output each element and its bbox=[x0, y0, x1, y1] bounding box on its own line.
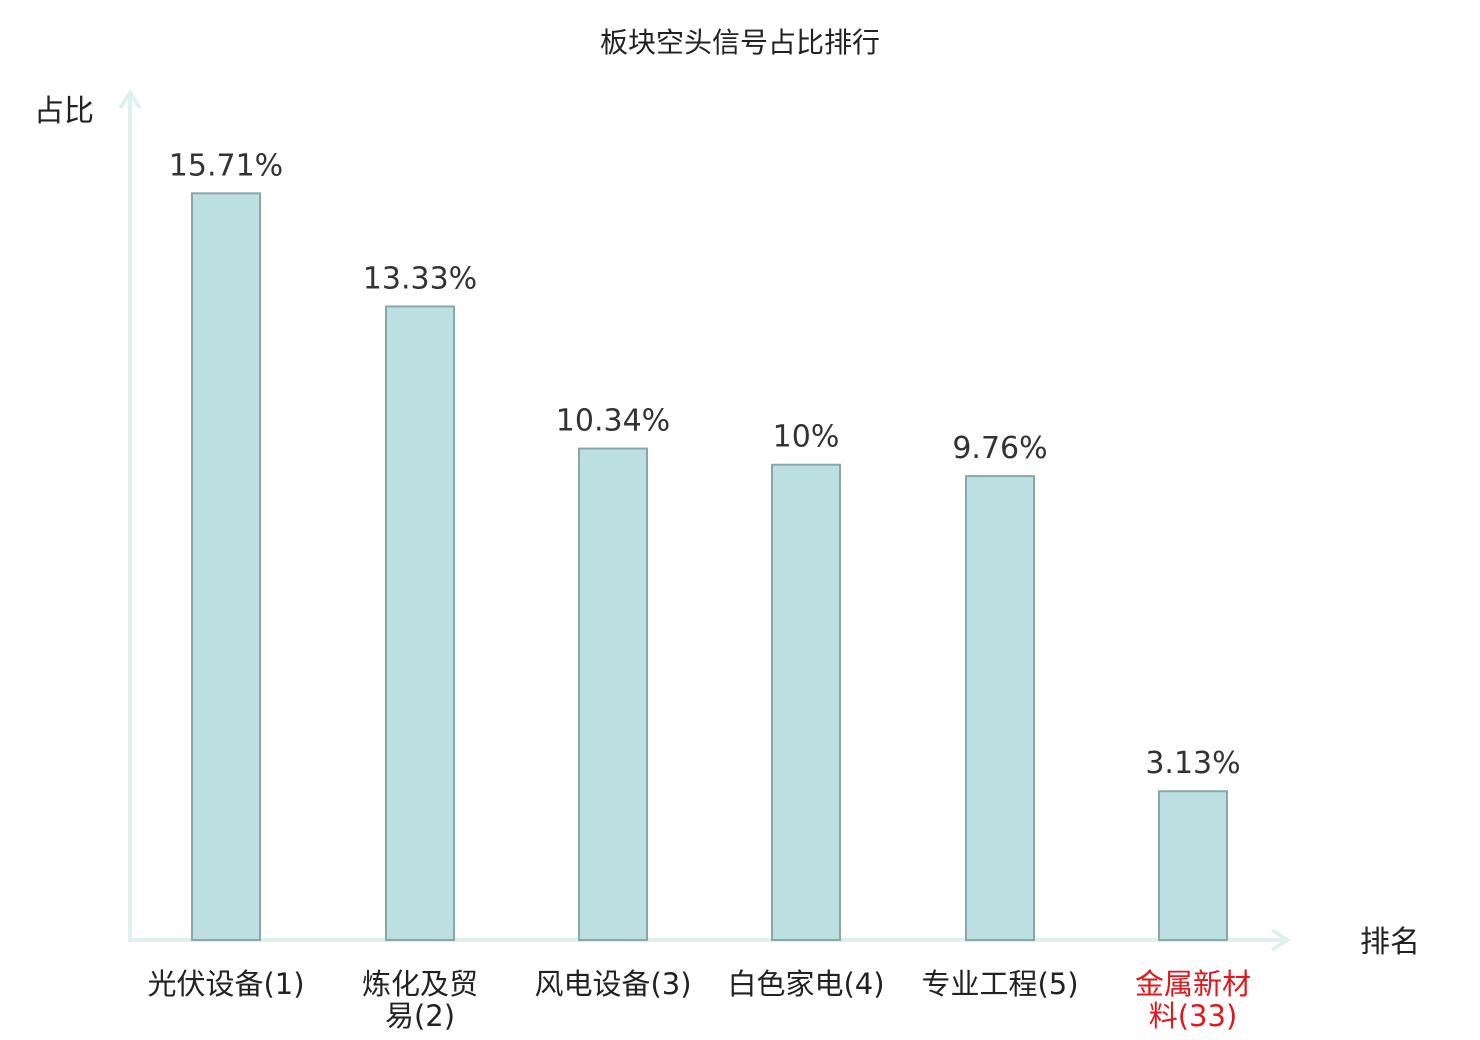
value-label-2: 13.33% bbox=[363, 261, 477, 296]
category-label-3: 风电设备(3) bbox=[534, 967, 691, 1001]
bar-5 bbox=[965, 475, 1035, 941]
value-label-6: 3.13% bbox=[1145, 746, 1240, 781]
x-axis-arrow bbox=[1270, 928, 1291, 952]
value-label-1: 15.71% bbox=[169, 148, 283, 183]
value-label-5: 9.76% bbox=[952, 431, 1047, 466]
bar-6 bbox=[1158, 790, 1228, 941]
category-label-5: 专业工程(5) bbox=[921, 967, 1078, 1001]
bar-3 bbox=[578, 447, 648, 941]
y-axis-arrow bbox=[118, 89, 142, 110]
x-axis-label: 排名 bbox=[1360, 925, 1420, 960]
chart-title: 板块空头信号占比排行 bbox=[600, 26, 880, 59]
bars-group bbox=[191, 192, 1228, 942]
category-labels-group: 光伏设备(1) 炼化及贸易(2) 风电设备(3) 白色家电(4) 专业工程(5) 金属新材… bbox=[147, 967, 1251, 1033]
bar-4 bbox=[771, 463, 841, 941]
value-labels-group: 15.71% 13.33% 10.34% 10% 9.76% 3.13% bbox=[169, 148, 1241, 781]
value-label-3: 10.34% bbox=[556, 404, 670, 439]
category-label-1: 光伏设备(1) bbox=[147, 967, 304, 1001]
value-label-4: 10% bbox=[773, 420, 840, 455]
category-label-6: 金属新材料(33) bbox=[1135, 967, 1251, 1033]
bar-1 bbox=[191, 192, 261, 942]
bar-2 bbox=[385, 305, 455, 941]
y-axis-label: 占比 bbox=[34, 94, 94, 129]
category-label-2: 炼化及贸易(2) bbox=[362, 967, 478, 1033]
category-label-4: 白色家电(4) bbox=[727, 967, 884, 1001]
